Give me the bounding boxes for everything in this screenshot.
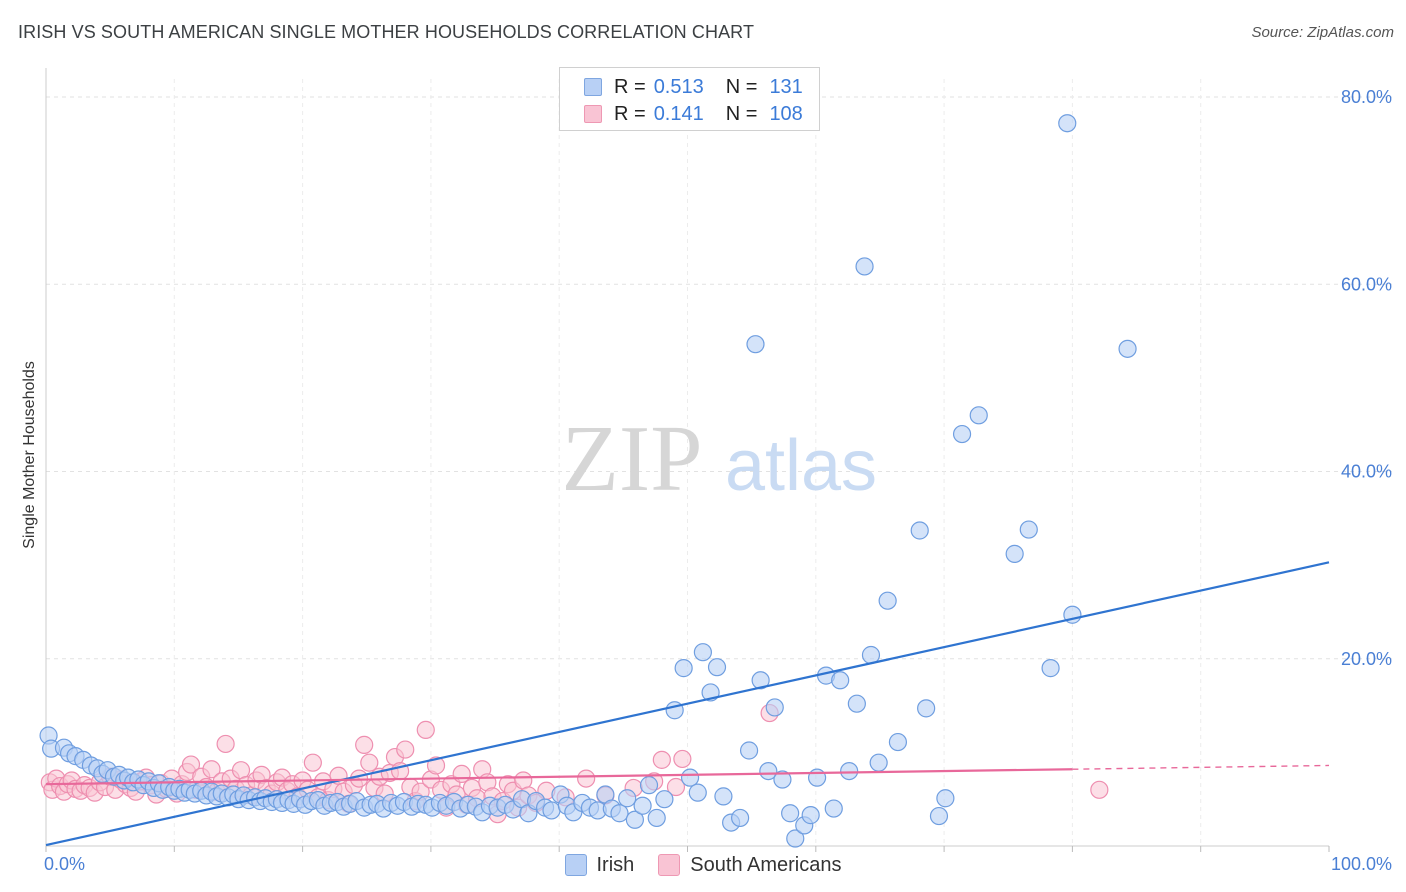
series-legend-south-americans[interactable]: South Americans <box>658 853 842 877</box>
irish-point <box>765 698 784 717</box>
irish-point <box>1058 114 1077 133</box>
legend-n-label: N = <box>725 75 758 98</box>
south-americans-point <box>577 769 596 788</box>
irish-point <box>618 789 637 808</box>
y-tick-label: 60.0% <box>1341 274 1392 294</box>
south-americans-swatch-icon <box>584 105 602 123</box>
irish-point <box>688 783 707 802</box>
y-tick-label: 20.0% <box>1341 649 1392 669</box>
chart-title: IRISH VS SOUTH AMERICAN SINGLE MOTHER HO… <box>18 22 755 42</box>
legend-row-south-americans: R = 0.141 N = 108 <box>584 101 803 127</box>
irish-point <box>969 406 988 425</box>
irish-point <box>878 591 897 610</box>
trend-lines <box>45 561 1330 847</box>
irish-point <box>751 671 770 690</box>
irish-point <box>674 659 693 678</box>
irish-point <box>680 768 700 787</box>
irish-point <box>786 829 805 848</box>
irish-swatch-icon <box>584 78 602 96</box>
south-americans-point <box>666 777 686 797</box>
irish-trend-line <box>45 561 1330 847</box>
south-americans-point <box>303 753 322 772</box>
south-americans-point <box>1090 780 1109 799</box>
south-americans-trend-line <box>45 768 1073 786</box>
irish-point <box>542 801 561 820</box>
series-legend-irish-label: Irish <box>596 853 635 876</box>
series-legend-irish[interactable]: Irish <box>564 853 635 877</box>
irish-point <box>693 643 712 662</box>
watermark-atlas: atlas <box>725 426 877 506</box>
irish-points <box>39 114 1137 848</box>
legend-n-value: 131 <box>769 75 803 98</box>
irish-point <box>746 335 765 354</box>
south-americans-point <box>360 753 379 772</box>
irish-point <box>910 521 929 540</box>
legend-n-value: 108 <box>769 102 803 125</box>
irish-point <box>781 804 800 823</box>
correlation-legend: R = 0.513 N = 131 R = 0.141 N = 108 <box>559 67 820 131</box>
irish-legend-icon <box>564 854 587 876</box>
south-americans-trend-extension <box>1072 764 1330 770</box>
axes <box>45 68 1330 852</box>
south-americans-point <box>673 749 692 769</box>
irish-point <box>655 790 674 809</box>
south-americans-point <box>426 756 446 775</box>
irish-point <box>869 753 888 772</box>
irish-point <box>714 787 733 806</box>
south-americans-point <box>355 735 374 754</box>
irish-point <box>888 732 908 752</box>
legend-r-label: R = <box>614 75 646 98</box>
x-tick-label: 0.0% <box>44 854 85 874</box>
south-americans-point <box>181 755 201 774</box>
irish-point <box>739 741 759 760</box>
irish-point <box>840 761 859 781</box>
irish-point <box>855 257 874 276</box>
irish-point <box>807 768 827 787</box>
legend-r-label: R = <box>614 102 646 125</box>
irish-point <box>633 796 652 815</box>
y-tick-label: 80.0% <box>1341 87 1392 107</box>
irish-point <box>1005 544 1024 563</box>
legend-row-irish: R = 0.513 N = 131 <box>584 74 803 100</box>
y-tick-label: 40.0% <box>1341 462 1392 482</box>
irish-point <box>929 806 949 826</box>
x-tick-label: 100.0% <box>1331 854 1392 874</box>
irish-point <box>759 761 778 781</box>
irish-point <box>625 810 644 829</box>
irish-point <box>936 789 955 808</box>
irish-point <box>824 799 843 818</box>
tick-labels: 20.0% 40.0% 60.0% 80.0% 0.0% 100.0% <box>44 87 1392 874</box>
irish-point <box>707 658 727 677</box>
irish-point <box>917 699 936 718</box>
irish-point <box>952 424 972 444</box>
y-axis-label: Single Mother Households <box>21 361 38 549</box>
watermark-zip: ZIP <box>562 407 703 511</box>
legend-n-label: N = <box>725 102 758 125</box>
series-legend-south-americans-label: South Americans <box>690 853 842 876</box>
series-legend: Irish South Americans <box>0 851 1406 879</box>
legend-r-value: 0.141 <box>653 102 704 125</box>
irish-point <box>773 770 792 789</box>
irish-point <box>831 671 850 690</box>
chart-source: Source: ZipAtlas.com <box>1251 24 1394 41</box>
irish-point <box>647 808 666 828</box>
irish-point <box>639 776 659 795</box>
south-americans-point <box>202 760 221 779</box>
south-americans-point <box>396 740 415 759</box>
south-americans-point <box>216 734 235 754</box>
grid-lines <box>46 79 1392 846</box>
irish-point <box>1019 520 1038 539</box>
south-americans-point <box>652 750 671 769</box>
irish-point <box>610 804 629 823</box>
south-americans-legend-icon <box>658 854 681 876</box>
legend-r-value: 0.513 <box>653 75 704 98</box>
south-americans-point <box>416 720 435 740</box>
irish-point <box>847 694 866 713</box>
irish-point <box>1041 659 1060 678</box>
irish-point <box>801 806 820 825</box>
irish-point <box>731 808 750 828</box>
south-americans-point <box>452 764 471 784</box>
irish-point <box>1118 339 1137 358</box>
